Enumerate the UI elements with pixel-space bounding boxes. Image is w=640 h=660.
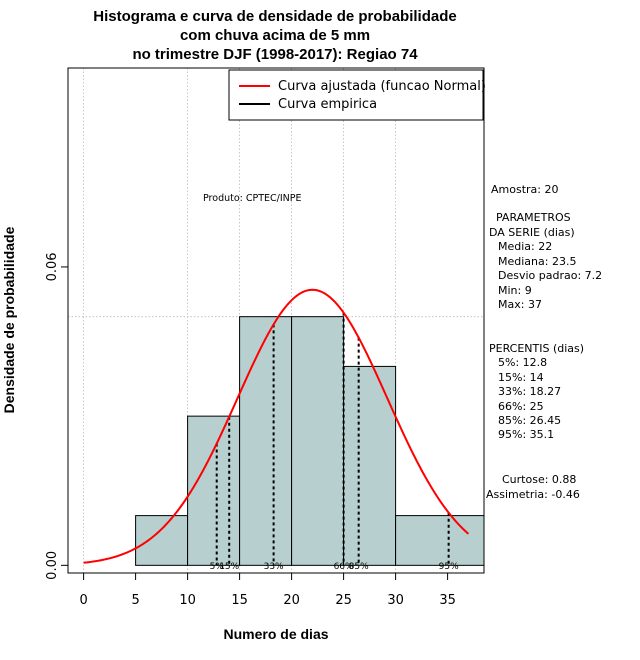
sample-size-text: Amostra: 20	[491, 183, 558, 196]
percentile-label: 95%	[439, 562, 459, 572]
percentile-label: 15%	[219, 562, 239, 572]
y-tick-label: 0.00	[45, 551, 60, 580]
chart-title-line-2: com chuva acima de 5 mm	[180, 27, 370, 44]
param-media: Media: 22	[498, 240, 552, 253]
percentil-95: 95%: 35.1	[498, 428, 554, 441]
x-tick-label: 20	[283, 593, 300, 608]
x-tick-label: 15	[231, 593, 248, 608]
x-tick-label: 10	[179, 593, 196, 608]
product-annotation: Produto: CPTEC/INPE	[203, 193, 302, 204]
histogram-bar	[343, 365, 397, 566]
params-title-2: DA SERIE (dias)	[489, 226, 575, 239]
percentil-85: 85%: 26.45	[498, 414, 561, 427]
assimetria-text: Assimetria: -0.46	[486, 488, 580, 501]
percentile-label: 66%	[334, 562, 354, 572]
curtose-text: Curtose: 0.88	[502, 473, 576, 486]
histogram-bars	[135, 316, 485, 566]
histogram-bar	[135, 515, 189, 566]
y-tick-label: 0.06	[45, 252, 60, 281]
histogram-bar	[395, 515, 485, 566]
percentil-5: 5%: 12.8	[498, 356, 547, 369]
legend-box	[228, 69, 484, 121]
percentile-lines: 5%15% 33% 66%85% 95%	[210, 312, 459, 572]
legend-label-empirical: Curva empirica	[278, 97, 377, 112]
param-mediana: Mediana: 23.5	[498, 255, 576, 268]
histogram-bar	[291, 316, 345, 566]
histogram-bar	[187, 415, 241, 566]
x-axis: 0 5 10 15 20 25 30 35	[79, 572, 456, 608]
x-tick-label: 35	[439, 593, 456, 608]
param-desvio: Desvio padrao: 7.2	[498, 269, 602, 282]
stats-panel: Amostra: 20 PARAMETROS DA SERIE (dias) M…	[486, 183, 602, 501]
normal-curve-line	[83, 288, 470, 564]
chart-title-line-3: no trimestre DJF (1998-2017): Regiao 74	[132, 46, 418, 63]
chart-title-line-1: Histograma e curva de densidade de proba…	[93, 8, 456, 25]
percentile-label: 85%	[349, 562, 369, 572]
percentile-label: 33%	[264, 562, 284, 572]
percentil-33: 33%: 18.27	[498, 385, 561, 398]
x-tick-label: 5	[131, 593, 139, 608]
percentil-15: 15%: 14	[498, 371, 544, 384]
x-tick-label: 25	[335, 593, 352, 608]
y-axis: 0.00 0.06	[45, 252, 69, 580]
param-min: Min: 9	[498, 284, 532, 297]
x-axis-title: Numero de dias	[223, 626, 328, 642]
y-axis-title: Densidade de probabilidade	[1, 226, 17, 413]
param-max: Max: 37	[498, 298, 542, 311]
percentis-title: PERCENTIS (dias)	[489, 342, 584, 355]
histogram-bar	[239, 316, 293, 566]
percentile-label: 5%	[210, 562, 225, 572]
params-title-1: PARAMETROS	[496, 211, 571, 224]
percentil-66: 66%: 25	[498, 400, 544, 413]
legend-label-normal: Curva ajustada (funcao Normal)	[278, 79, 486, 94]
x-tick-label: 0	[79, 593, 87, 608]
x-tick-label: 30	[387, 593, 404, 608]
legend: Curva ajustada (funcao Normal) Curva emp…	[228, 69, 486, 121]
